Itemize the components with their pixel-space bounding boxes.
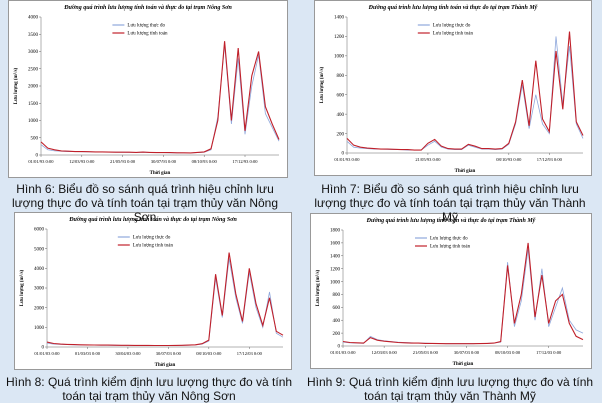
y-tick-label: 2000 xyxy=(28,85,39,90)
x-tick-label: 08/10/03 0:00 xyxy=(495,350,521,355)
y-tick-label: 1000 xyxy=(334,55,345,60)
chart: Đường quá trình lưu lượng tính toán và t… xyxy=(14,212,292,370)
y-tick-label: 3500 xyxy=(28,33,39,38)
series-line xyxy=(46,252,284,347)
series-line xyxy=(346,31,584,151)
x-tick-label: 17/12/03 0:00 xyxy=(237,351,263,356)
y-tick-label: 1500 xyxy=(28,102,39,107)
x-tick-label: 17/12/93 0:00 xyxy=(232,159,258,164)
caption: Hình 9: Quá trình kiểm định lưu lượng th… xyxy=(306,375,594,403)
x-tick-label: 30/07/03 0:00 xyxy=(454,350,480,355)
chart-title: Đường quá trình lưu lượng tính toán và t… xyxy=(368,4,538,11)
y-tick-label: 0 xyxy=(342,152,345,157)
y-tick-label: 1200 xyxy=(330,267,341,272)
caption: Hình 8: Quá trình kiểm định lưu lượng th… xyxy=(5,375,293,403)
y-tick-label: 400 xyxy=(333,319,341,324)
y-tick-label: 1600 xyxy=(330,242,341,247)
y-tick-label: 1000 xyxy=(34,326,45,331)
x-tick-label: 01/01/03 0:00 xyxy=(330,350,356,355)
x-tick-label: 08/10/93 0:00 xyxy=(192,159,218,164)
y-tick-label: 1200 xyxy=(334,35,345,40)
series-line xyxy=(40,41,280,154)
y-tick-label: 0 xyxy=(338,345,341,350)
x-tick-label: 30/07/03 0:00 xyxy=(156,351,182,356)
series-line xyxy=(46,258,284,346)
x-tick-label: 21/05/93 0:00 xyxy=(110,159,136,164)
x-tick-label: 21/05/93 0:00 xyxy=(415,157,441,162)
y-tick-label: 200 xyxy=(337,132,345,137)
chart: Đường quá trình lưu lượng tính toán và t… xyxy=(310,213,592,369)
x-tick-label: 01/01/93 0:00 xyxy=(28,159,54,164)
caption: Hình 7: Biểu đồ so sánh quá trình hiệu c… xyxy=(314,182,586,224)
legend-label: Lưu lượng tính toán xyxy=(430,245,471,250)
x-axis-label: Thời gian xyxy=(453,362,474,367)
chart-title: Đường quá trình lưu lượng tính toán và t… xyxy=(63,5,232,11)
y-tick-label: 600 xyxy=(337,93,345,98)
chart-title: Đường quá trình lưu lượng tính toán và t… xyxy=(366,217,536,224)
x-tick-label: 08/10/03 0:00 xyxy=(196,351,222,356)
x-tick-label: 08/10/93 0:00 xyxy=(496,157,522,162)
y-tick-label: 6000 xyxy=(34,228,45,233)
y-tick-label: 600 xyxy=(333,306,341,311)
chart-title: Đường quá trình lưu lượng tính toán và t… xyxy=(68,217,237,223)
y-tick-label: 1800 xyxy=(330,229,341,234)
y-axis-label: Lưu lượng (m³/s) xyxy=(13,67,19,104)
y-tick-label: 500 xyxy=(31,136,39,141)
x-tick-label: 30/07/93 0:00 xyxy=(151,159,177,164)
y-tick-label: 3000 xyxy=(34,287,45,292)
legend-label: Lưu lượng tính toán xyxy=(433,32,474,37)
legend-label: Lưu lượng thực đo xyxy=(127,24,165,29)
y-tick-label: 2500 xyxy=(28,67,39,72)
y-tick-label: 1000 xyxy=(330,280,341,285)
y-tick-label: 200 xyxy=(333,332,341,337)
legend-label: Lưu lượng thực đo xyxy=(430,237,468,242)
chart: Đường quá trình lưu lượng tính toán và t… xyxy=(314,0,592,176)
y-tick-label: 4000 xyxy=(34,267,45,272)
x-tick-label: 30/04/03 0:00 xyxy=(115,351,141,356)
x-tick-label: 12/03/03 0:00 xyxy=(372,350,398,355)
y-tick-label: 2000 xyxy=(34,306,45,311)
x-tick-label: 21/05/03 0:00 xyxy=(413,350,439,355)
series-line xyxy=(342,249,584,345)
x-tick-label: 01/01/93 0:00 xyxy=(334,157,360,162)
y-tick-label: 1400 xyxy=(334,16,345,21)
y-tick-label: 1400 xyxy=(330,254,341,259)
y-tick-label: 1000 xyxy=(28,119,39,124)
x-tick-label: 17/12/03 0:00 xyxy=(536,350,562,355)
x-axis-label: Thời gian xyxy=(150,171,171,176)
legend-label: Lưu lượng thực đo xyxy=(133,236,171,241)
y-tick-label: 0 xyxy=(36,154,39,159)
y-tick-label: 800 xyxy=(337,74,345,79)
chart: Đường quá trình lưu lượng tính toán và t… xyxy=(8,0,288,178)
y-tick-label: 0 xyxy=(42,346,45,351)
y-axis-label: Lưu lượng (m³/s) xyxy=(319,66,325,103)
y-axis-label: Lưu lượng (m³/s) xyxy=(315,269,321,306)
legend-label: Lưu lượng tính toán xyxy=(133,244,174,249)
series-line xyxy=(40,44,280,154)
y-tick-label: 4000 xyxy=(28,16,39,21)
x-tick-label: 17/12/93 0:00 xyxy=(537,157,563,162)
y-axis-label: Lưu lượng (m³/s) xyxy=(19,269,25,306)
x-axis-label: Thời gian xyxy=(155,363,176,368)
legend-label: Lưu lượng tính toán xyxy=(127,32,168,37)
x-axis-label: Thời gian xyxy=(455,169,476,174)
x-tick-label: 01/01/03 0:00 xyxy=(34,351,60,356)
caption: Hình 6: Biểu đồ so sánh quá trình hiệu c… xyxy=(11,182,279,224)
y-tick-label: 5000 xyxy=(34,247,45,252)
y-tick-label: 400 xyxy=(337,113,345,118)
series-line xyxy=(346,36,584,151)
x-tick-label: 01/03/03 0:00 xyxy=(75,351,101,356)
legend-label: Lưu lượng thực đo xyxy=(433,24,471,29)
y-tick-label: 3000 xyxy=(28,50,39,55)
x-tick-label: 12/03/93 0:00 xyxy=(69,159,95,164)
y-tick-label: 800 xyxy=(333,293,341,298)
series-line xyxy=(342,242,584,345)
